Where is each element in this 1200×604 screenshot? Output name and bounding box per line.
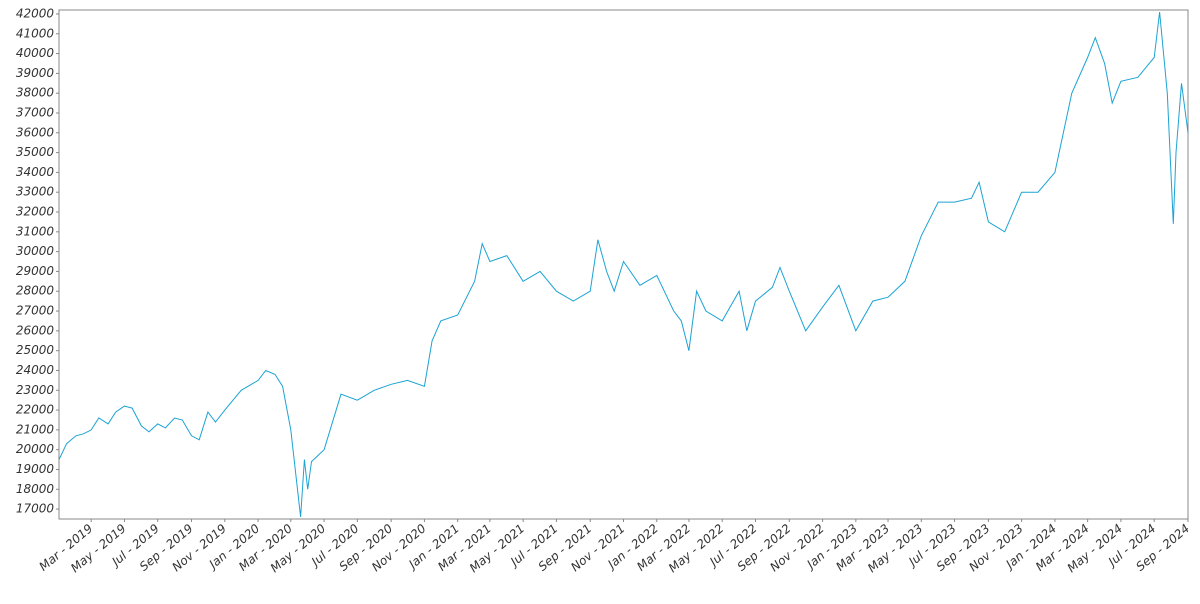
y-tick-label: 33000 xyxy=(16,185,55,199)
y-tick-label: 42000 xyxy=(16,6,55,20)
y-tick-label: 38000 xyxy=(16,86,55,100)
y-tick-label: 28000 xyxy=(16,284,55,298)
y-tick-label: 35000 xyxy=(16,145,55,159)
y-tick-label: 34000 xyxy=(16,165,55,179)
y-tick-label: 40000 xyxy=(16,46,55,60)
y-tick-label: 19000 xyxy=(16,462,55,476)
series-line xyxy=(58,11,1189,518)
y-tick-label: 21000 xyxy=(16,422,55,436)
y-tick-label: 17000 xyxy=(16,502,55,516)
y-tick-label: 31000 xyxy=(16,224,55,238)
y-tick-label: 26000 xyxy=(16,323,55,337)
y-tick-label: 25000 xyxy=(16,343,55,357)
y-tick-label: 36000 xyxy=(16,125,55,139)
y-tick-label: 23000 xyxy=(16,383,55,397)
y-tick-label: 39000 xyxy=(16,66,55,80)
y-tick-label: 30000 xyxy=(16,244,55,258)
y-tick-label: 41000 xyxy=(16,26,55,40)
y-tick-label: 29000 xyxy=(16,264,55,278)
y-tick-label: 32000 xyxy=(16,205,55,219)
y-tick-label: 27000 xyxy=(16,304,55,318)
y-tick-label: 37000 xyxy=(16,105,55,119)
y-tick-label: 20000 xyxy=(16,442,55,456)
plot-frame xyxy=(58,9,1189,520)
y-tick-label: 24000 xyxy=(16,363,55,377)
y-tick-label: 18000 xyxy=(16,482,55,496)
y-tick-label: 22000 xyxy=(16,403,55,417)
